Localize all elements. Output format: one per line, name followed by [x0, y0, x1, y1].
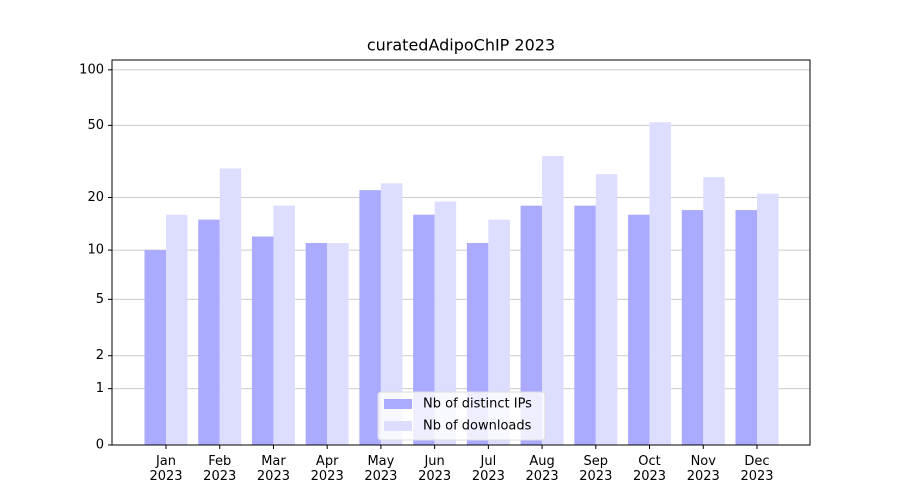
y-tick-label: 20	[87, 190, 104, 205]
y-tick-label: 100	[79, 62, 104, 77]
bar	[251, 236, 274, 445]
y-tick-label: 0	[96, 438, 104, 453]
bar	[144, 250, 166, 445]
bar	[735, 210, 757, 445]
bar	[542, 155, 564, 446]
chart-title: curatedAdipoChIP 2023	[367, 36, 555, 55]
bar	[628, 214, 650, 445]
y-tick-label: 1	[96, 381, 104, 396]
x-tick-label: Jul 2023	[472, 454, 505, 484]
bar	[434, 201, 457, 445]
bar	[219, 168, 242, 445]
bar	[520, 205, 543, 445]
bar	[166, 214, 188, 445]
bar	[273, 205, 295, 445]
x-tick-label: Aug 2023	[526, 454, 559, 484]
x-tick-label: Apr 2023	[311, 454, 344, 484]
x-tick-label: Jan 2023	[149, 454, 182, 484]
x-tick-label: Sep 2023	[579, 454, 612, 484]
bar	[413, 214, 435, 445]
y-tick-label: 2	[96, 348, 104, 363]
x-tick-label: Nov 2023	[687, 454, 720, 484]
legend-label: Nb of distinct IPs	[423, 397, 532, 412]
y-tick-label: 50	[87, 118, 104, 133]
y-tick-label: 5	[96, 292, 104, 307]
bar	[488, 219, 510, 445]
bar	[305, 243, 328, 445]
x-tick-label: Oct 2023	[633, 454, 666, 484]
legend-box	[377, 391, 546, 441]
x-tick-label: Jun 2023	[418, 454, 451, 484]
bar	[574, 205, 596, 445]
legend-swatch	[384, 399, 412, 409]
bar	[649, 122, 672, 445]
bar	[703, 177, 725, 445]
bar	[681, 210, 704, 445]
plot-area: 0 1 2 5 10 20 50 100	[79, 62, 810, 453]
bar	[359, 190, 381, 445]
legend-swatch	[384, 421, 412, 431]
x-tick-label: Mar 2023	[257, 454, 290, 484]
bar	[595, 174, 618, 445]
bar	[327, 243, 349, 445]
y-tick-label: 10	[87, 243, 104, 258]
bar	[198, 219, 220, 445]
bar	[757, 193, 779, 445]
bar	[380, 183, 403, 445]
x-tick-label: Dec 2023	[740, 454, 773, 484]
legend-label: Nb of downloads	[423, 419, 532, 434]
x-tick-label: Feb 2023	[203, 454, 236, 484]
axes-frame	[111, 59, 811, 446]
legend: Nb of distinct IPs Nb of downloads	[377, 391, 546, 441]
x-tick-label: May 2023	[364, 454, 397, 484]
